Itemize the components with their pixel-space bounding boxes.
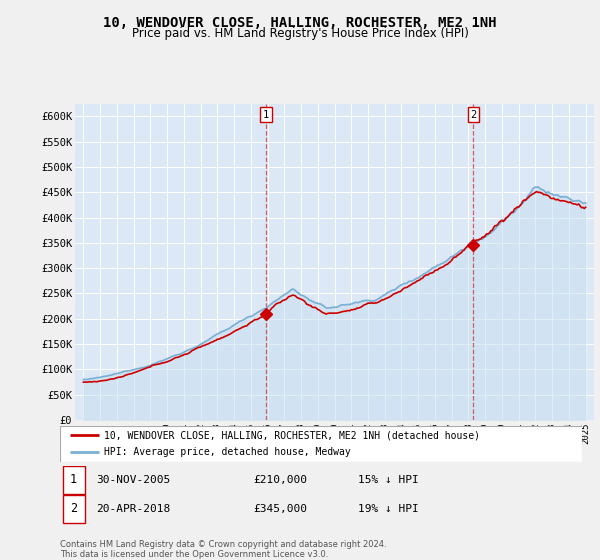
Text: 1: 1 (263, 110, 269, 120)
FancyBboxPatch shape (62, 466, 85, 494)
FancyBboxPatch shape (60, 426, 582, 462)
Text: £345,000: £345,000 (253, 504, 307, 514)
Text: 2: 2 (470, 110, 476, 120)
Text: £210,000: £210,000 (253, 475, 307, 485)
Text: 20-APR-2018: 20-APR-2018 (97, 504, 171, 514)
Text: Price paid vs. HM Land Registry's House Price Index (HPI): Price paid vs. HM Land Registry's House … (131, 27, 469, 40)
Text: 1: 1 (70, 473, 77, 486)
Text: 10, WENDOVER CLOSE, HALLING, ROCHESTER, ME2 1NH: 10, WENDOVER CLOSE, HALLING, ROCHESTER, … (103, 16, 497, 30)
Text: 15% ↓ HPI: 15% ↓ HPI (358, 475, 418, 485)
Text: Contains HM Land Registry data © Crown copyright and database right 2024.
This d: Contains HM Land Registry data © Crown c… (60, 540, 386, 559)
FancyBboxPatch shape (62, 495, 85, 522)
Text: 10, WENDOVER CLOSE, HALLING, ROCHESTER, ME2 1NH (detached house): 10, WENDOVER CLOSE, HALLING, ROCHESTER, … (104, 431, 481, 440)
Text: 2: 2 (70, 502, 77, 515)
Text: 30-NOV-2005: 30-NOV-2005 (97, 475, 171, 485)
Text: HPI: Average price, detached house, Medway: HPI: Average price, detached house, Medw… (104, 447, 351, 457)
Text: 19% ↓ HPI: 19% ↓ HPI (358, 504, 418, 514)
